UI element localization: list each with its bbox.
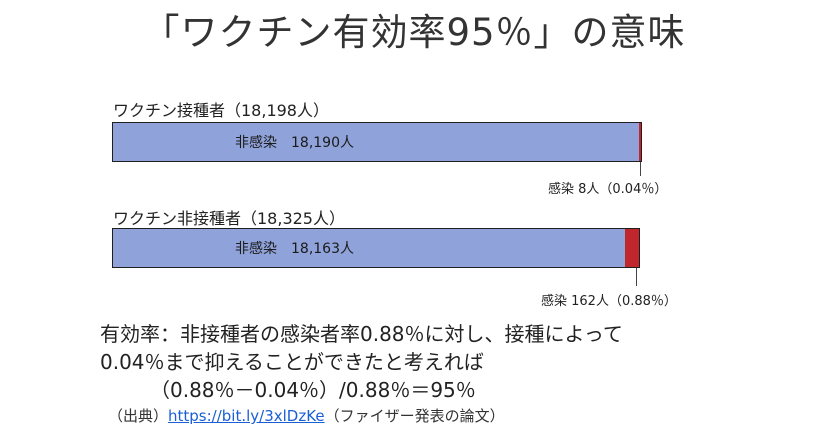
- infected-label-vaccinated: 感染 8人（0.04％）: [548, 182, 668, 197]
- explanation-line-2: 0.04％まで抑えることができたと考えれば: [100, 350, 484, 374]
- bar-unvaccinated: 非感染 18,163人: [112, 228, 640, 268]
- page-title: 「ワクチン有効率95％」の意味: [142, 11, 686, 54]
- source-suffix: （ファイザー発表の論文）: [324, 407, 505, 425]
- bar-vaccinated: 非感染 18,190人: [112, 122, 642, 162]
- bar-data-label: 非感染 18,163人: [235, 238, 354, 258]
- non-infected-label: 非感染: [235, 241, 277, 257]
- non-infected-count: 18,163人: [291, 241, 354, 257]
- leader-line: [640, 162, 641, 176]
- leader-line: [636, 268, 637, 286]
- source-note: （出典）https://bit.ly/3xlDzKe（ファイザー発表の論文）: [108, 405, 505, 426]
- bar-segment-infected: [639, 123, 641, 161]
- group-label-vaccinated: ワクチン接種者（18,198人）: [113, 101, 329, 120]
- bar-segment-non-infected: [113, 229, 625, 267]
- bar-segment-non-infected: [113, 123, 639, 161]
- explanation-line-1: 有効率：非接種者の感染者率0.88％に対し、接種によって: [100, 322, 623, 346]
- non-infected-label: 非感染: [235, 135, 277, 151]
- source-prefix: （出典）: [108, 407, 169, 425]
- explanation-formula: （0.88％－0.04％）/0.88％＝95％: [150, 378, 476, 402]
- source-link[interactable]: https://bit.ly/3xlDzKe: [168, 407, 325, 425]
- infected-label-unvaccinated: 感染 162人（0.88％）: [541, 294, 677, 309]
- non-infected-count: 18,190人: [291, 135, 354, 151]
- group-label-unvaccinated: ワクチン非接種者（18,325人）: [113, 209, 345, 228]
- bar-segment-infected: [625, 229, 639, 267]
- bar-data-label: 非感染 18,190人: [235, 132, 354, 152]
